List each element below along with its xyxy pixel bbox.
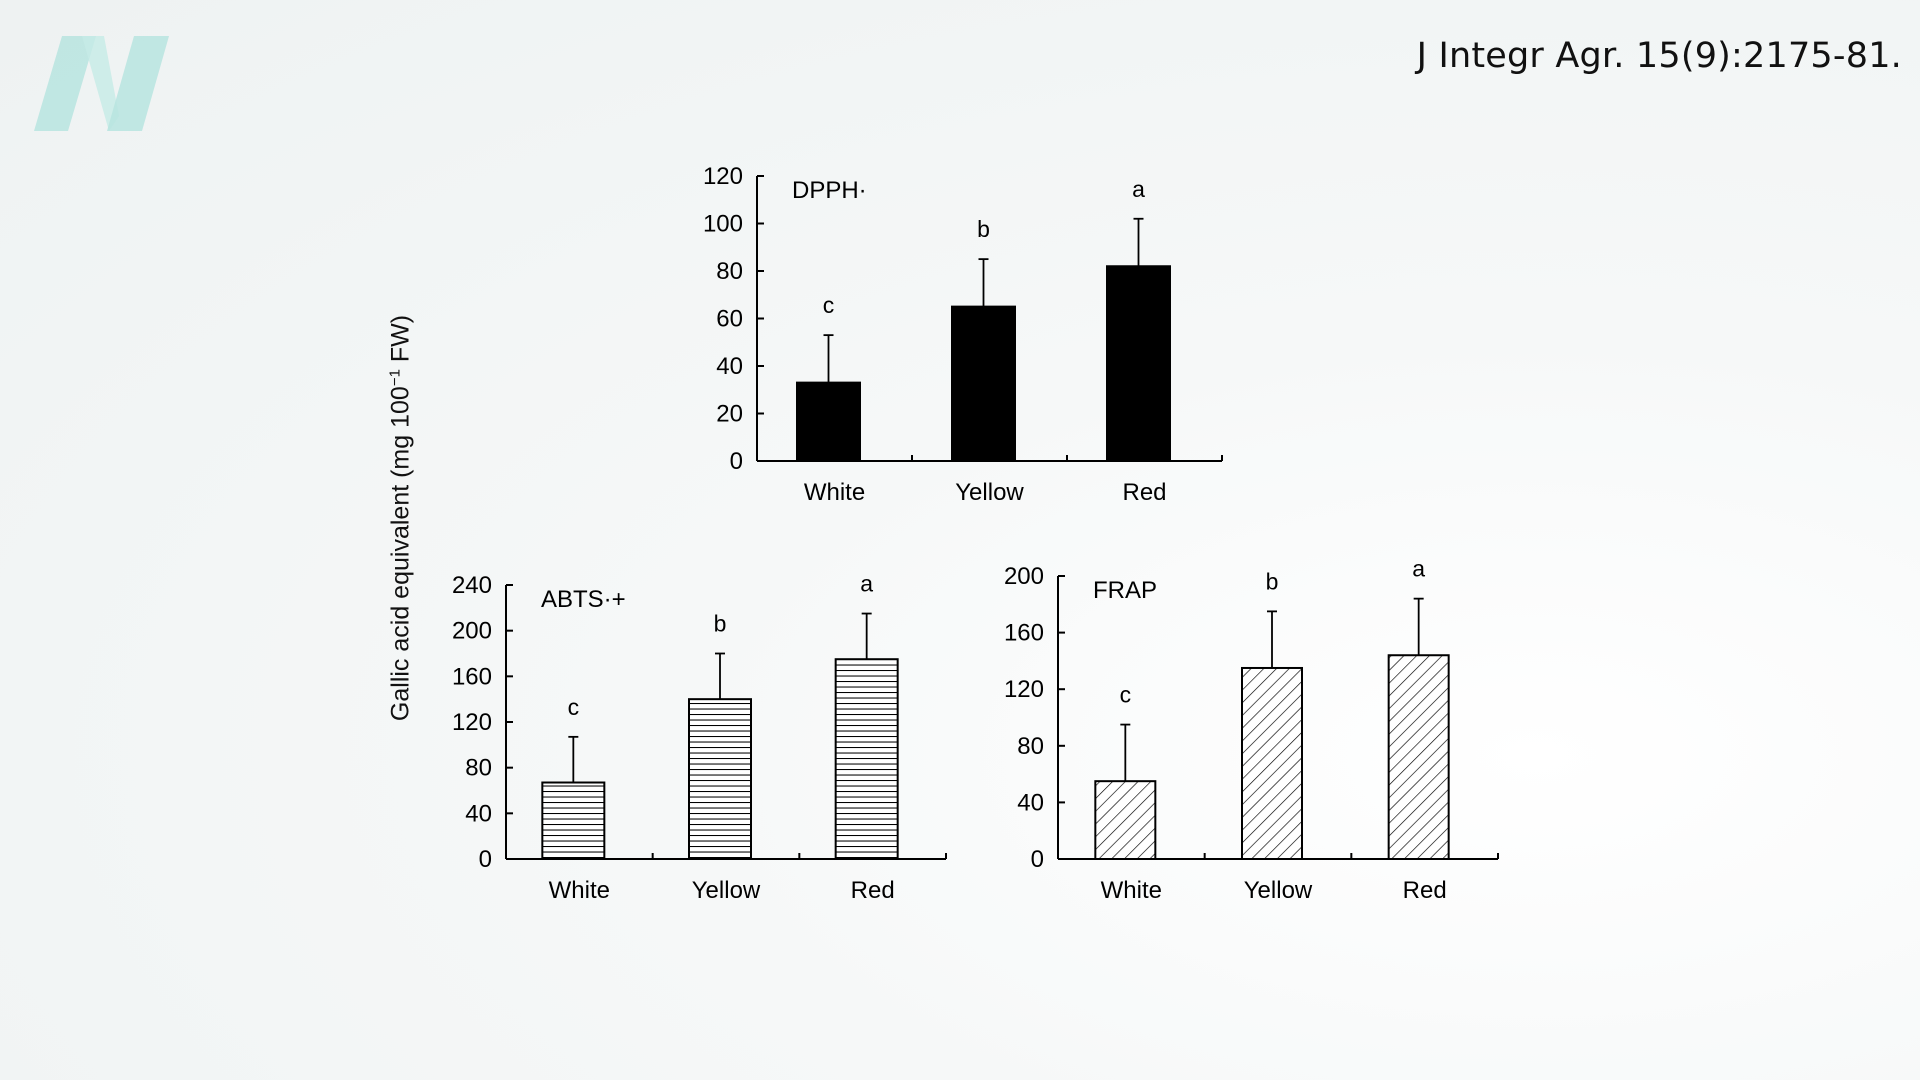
shared-y-axis-label: Gallic acid equivalent (mg 100−1 FW) — [386, 314, 415, 722]
significance-letter: a — [1132, 176, 1145, 202]
y-tick-label: 40 — [716, 353, 743, 380]
significance-letter: c — [568, 694, 580, 720]
y-tick-label: 240 — [452, 572, 492, 599]
significance-letter: b — [977, 216, 990, 242]
logo-icon — [34, 36, 169, 131]
y-tick-label: 120 — [1004, 676, 1044, 703]
bar-red: a Red — [834, 571, 899, 904]
x-category-label: White — [804, 479, 865, 506]
chart-title: FRAP — [1093, 577, 1157, 604]
y-tick-label: 160 — [452, 663, 492, 690]
significance-letter: c — [823, 292, 835, 318]
chart-title: ABTS·+ — [541, 586, 626, 613]
y-tick-label: 160 — [1004, 620, 1044, 647]
citation: J Integr Agr. 15(9):2175-81. — [1416, 36, 1902, 76]
x-category-label: Yellow — [955, 479, 1024, 506]
y-tick-label: 100 — [703, 211, 743, 238]
x-category-label: Red — [851, 877, 895, 904]
chart-abts: 0 40 80 120 160 200 240 ABTS·+ c White b Yellow a Red — [452, 571, 947, 904]
significance-letter: a — [1412, 556, 1425, 582]
bar-red: a Red — [1106, 176, 1171, 506]
significance-letter: c — [1120, 682, 1132, 708]
significance-letter: b — [1266, 568, 1279, 594]
y-tick-label: 200 — [452, 618, 492, 645]
significance-letter: a — [860, 571, 873, 597]
y-tick-label: 120 — [703, 163, 743, 190]
bar-yellow: b Yellow — [1241, 568, 1313, 904]
chart-title: DPPH· — [792, 177, 867, 204]
x-category-label: Red — [1403, 877, 1447, 904]
x-category-label: White — [549, 877, 610, 904]
chart-dpph: 0 20 40 60 80 100 120 DPPH· c White b Yellow a Red — [703, 163, 1223, 506]
significance-letter: b — [714, 611, 727, 637]
y-tick-label: 120 — [452, 709, 492, 736]
chart-frap: 0 40 80 120 160 200 FRAP c White b Yellow a Red — [1004, 556, 1499, 904]
axes: 0 20 40 60 80 100 120 — [703, 163, 1223, 475]
bar-red: a Red — [1387, 556, 1450, 904]
y-tick-label: 80 — [716, 258, 743, 285]
bar-white: c White — [541, 694, 610, 904]
bar-white: c White — [796, 292, 865, 506]
y-tick-label: 80 — [465, 755, 492, 782]
bar-white: c White — [1094, 682, 1162, 904]
y-tick-label: 0 — [730, 448, 743, 475]
y-tick-label: 20 — [716, 401, 743, 428]
y-tick-label: 200 — [1004, 563, 1044, 590]
x-category-label: White — [1101, 877, 1162, 904]
x-category-label: Yellow — [692, 877, 761, 904]
y-tick-label: 0 — [1031, 846, 1044, 873]
y-tick-label: 0 — [479, 846, 492, 873]
y-tick-label: 40 — [465, 800, 492, 827]
x-category-label: Red — [1122, 479, 1166, 506]
y-tick-label: 40 — [1017, 789, 1044, 816]
x-category-label: Yellow — [1244, 877, 1313, 904]
bar-yellow: b Yellow — [688, 611, 761, 904]
bar-yellow: b Yellow — [951, 216, 1024, 506]
y-tick-label: 80 — [1017, 733, 1044, 760]
y-tick-label: 60 — [716, 306, 743, 333]
